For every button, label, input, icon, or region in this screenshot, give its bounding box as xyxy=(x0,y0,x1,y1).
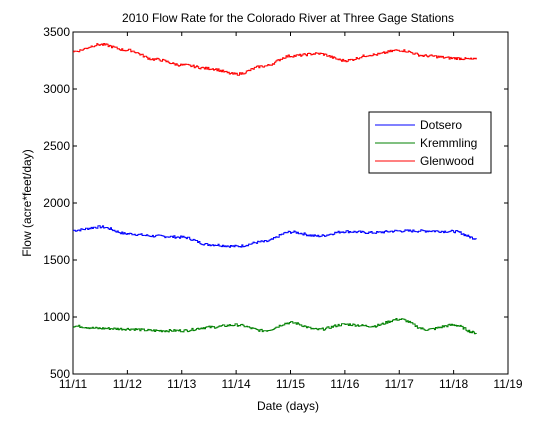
x-tick-label: 11/18 xyxy=(439,377,468,391)
series-layer xyxy=(73,43,477,335)
x-tick-label: 11/19 xyxy=(493,377,522,391)
y-tick-label: 500 xyxy=(50,367,70,381)
ticks-layer: 11/11 11/12 11/13 11/14 11/15 11/16 11/17 11/18… xyxy=(43,25,523,391)
y-tick-label: 1500 xyxy=(43,253,70,267)
x-tick-label: 11/15 xyxy=(276,377,305,391)
x-tick-label: 11/17 xyxy=(385,377,414,391)
series-line-dotsero xyxy=(73,225,477,248)
legend-label-kremmling: Kremmling xyxy=(420,136,477,150)
chart-title: 2010 Flow Rate for the Colorado River at… xyxy=(122,11,454,25)
x-axis-label: Date (days) xyxy=(257,399,319,413)
x-tick-label: 11/16 xyxy=(330,377,359,391)
y-tick-label: 2000 xyxy=(43,196,70,210)
x-tick-label: 11/11 xyxy=(59,377,88,391)
y-axis-label: Flow (acre*feet/day) xyxy=(20,149,34,256)
legend-label-glenwood: Glenwood xyxy=(420,154,474,168)
legend: Dotsero Kremmling Glenwood xyxy=(368,111,492,174)
x-tick-label: 11/13 xyxy=(167,377,196,391)
series-line-kremmling xyxy=(73,318,477,335)
y-tick-label: 2500 xyxy=(43,139,70,153)
legend-label-dotsero: Dotsero xyxy=(420,118,462,132)
series-line-glenwood xyxy=(73,43,477,76)
x-tick-label: 11/14 xyxy=(222,377,251,391)
y-tick-label: 3000 xyxy=(43,82,70,96)
x-tick-label: 11/12 xyxy=(113,377,142,391)
y-tick-label: 3500 xyxy=(43,25,70,39)
plot-frame xyxy=(72,31,509,375)
y-tick-label: 1000 xyxy=(43,310,70,324)
